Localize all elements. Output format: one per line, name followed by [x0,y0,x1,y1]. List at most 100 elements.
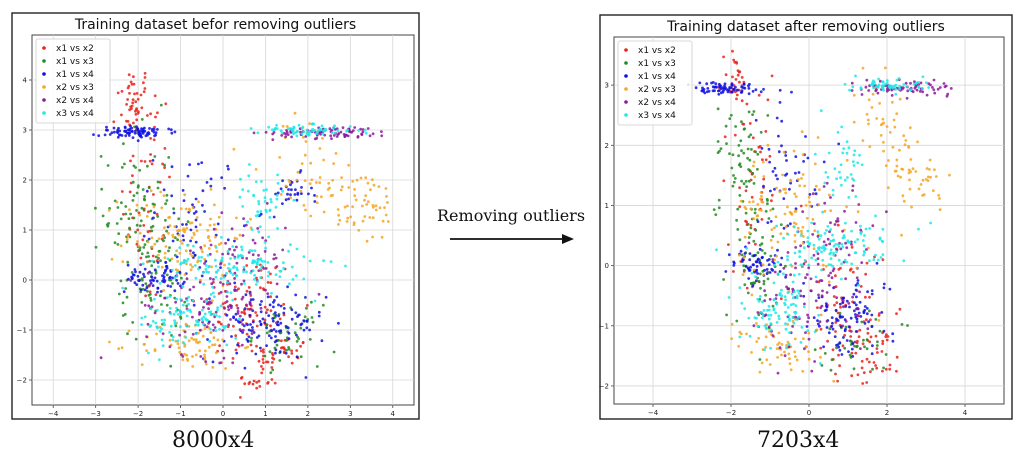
data-point [202,315,206,319]
data-point [372,205,375,209]
data-point [722,55,725,59]
data-point [219,290,223,294]
data-point [308,122,311,125]
data-point [229,306,233,310]
data-point [794,171,797,175]
data-point [178,333,182,337]
data-point [198,340,201,344]
data-point [869,370,872,374]
data-point [749,223,753,227]
data-point [183,300,187,304]
legend-box [35,38,111,124]
data-point [829,228,833,231]
data-point [259,306,263,310]
data-point [785,159,788,162]
data-point [275,194,279,197]
data-point [728,117,732,120]
data-point [717,198,721,202]
data-point [167,127,171,131]
data-point [732,88,736,91]
data-point [742,151,746,155]
data-point [934,175,938,178]
data-point [143,71,147,75]
data-point [213,203,216,207]
data-point [275,282,279,286]
data-point [257,200,260,203]
data-point [845,246,849,250]
data-point [372,183,376,187]
data-point [206,228,210,232]
data-point [116,135,120,139]
data-point [808,200,811,204]
data-point [881,117,885,121]
data-point [94,206,97,210]
data-point [148,159,152,163]
data-point [360,133,364,137]
data-point [315,194,319,198]
data-point [195,319,198,323]
data-point [258,320,262,323]
data-point [211,343,214,347]
data-point [120,166,124,169]
data-point [128,190,132,194]
data-point [798,184,802,188]
data-point [733,177,737,180]
data-point [246,340,250,343]
data-point [799,234,803,237]
data-point [213,258,217,262]
data-point [343,135,347,139]
data-point [891,145,895,149]
data-point [759,150,762,154]
data-point [255,265,258,269]
data-point [269,295,272,299]
data-point [817,237,821,241]
data-point [756,276,759,280]
data-point [858,300,862,304]
data-point [288,282,291,286]
data-point [169,128,173,132]
data-point [271,138,275,142]
data-point [279,187,283,191]
data-point [318,181,322,185]
data-point [207,247,211,250]
data-point [866,246,870,250]
data-point [831,321,834,325]
data-point [133,268,137,271]
data-point [795,294,799,298]
data-point [917,187,921,191]
data-point [163,256,167,259]
data-point [120,190,124,193]
data-point [827,193,831,197]
data-point [719,87,723,91]
data-point [172,207,176,211]
data-point [264,311,268,314]
data-point [925,167,929,170]
data-point [894,87,897,91]
data-point [229,268,232,271]
data-point [862,371,866,375]
data-point [210,299,214,302]
data-point [218,315,221,319]
data-point [769,220,773,223]
data-point [831,348,835,352]
x-tick-label: 4 [963,409,968,417]
data-point [278,275,282,278]
data-point [868,295,871,299]
data-point [141,132,145,135]
data-point [306,304,309,307]
data-point [136,274,140,278]
data-point [265,202,269,205]
data-point [168,345,172,349]
data-point [891,332,895,336]
data-point [791,287,795,291]
data-point [200,161,204,165]
data-point [167,216,171,220]
data-point [194,276,198,280]
data-point [194,210,198,214]
data-point [286,192,289,196]
data-point [734,85,737,89]
data-point [363,215,367,218]
data-point [771,258,775,261]
data-point [201,189,205,193]
data-point [198,280,202,284]
